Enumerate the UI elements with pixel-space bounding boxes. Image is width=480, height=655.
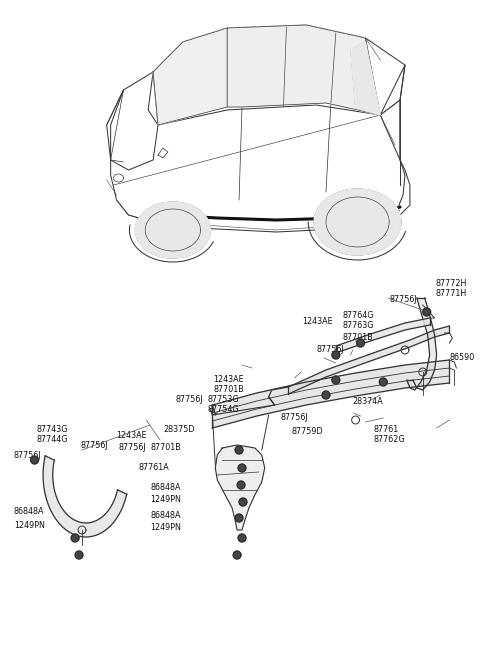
Text: 86848A: 86848A bbox=[150, 510, 180, 519]
Text: 1249PN: 1249PN bbox=[14, 521, 45, 529]
Polygon shape bbox=[31, 456, 38, 464]
Text: 87756J: 87756J bbox=[81, 441, 108, 449]
Text: 1243AE: 1243AE bbox=[213, 375, 244, 384]
Text: 87772H: 87772H bbox=[436, 278, 467, 288]
Polygon shape bbox=[423, 308, 431, 316]
Text: 1243AE: 1243AE bbox=[117, 430, 147, 440]
Polygon shape bbox=[237, 481, 245, 489]
Polygon shape bbox=[235, 446, 243, 454]
Polygon shape bbox=[332, 351, 340, 359]
Text: 87744G: 87744G bbox=[36, 436, 68, 445]
Polygon shape bbox=[135, 202, 210, 258]
Polygon shape bbox=[379, 378, 387, 386]
Polygon shape bbox=[212, 360, 449, 428]
Polygon shape bbox=[227, 25, 380, 115]
Text: 87756J: 87756J bbox=[316, 345, 344, 354]
Polygon shape bbox=[239, 498, 247, 506]
Text: 87756J: 87756J bbox=[176, 396, 204, 405]
Polygon shape bbox=[332, 376, 340, 384]
Text: 86590: 86590 bbox=[449, 354, 475, 362]
Text: 86848A: 86848A bbox=[150, 483, 180, 493]
Text: 28375D: 28375D bbox=[163, 426, 194, 434]
Text: 87753G: 87753G bbox=[207, 396, 239, 405]
Polygon shape bbox=[351, 42, 380, 115]
Text: 87764G: 87764G bbox=[343, 312, 374, 320]
Text: 28374A: 28374A bbox=[353, 398, 384, 407]
Text: 87759D: 87759D bbox=[291, 428, 323, 436]
Text: 87756J: 87756J bbox=[14, 451, 41, 460]
Polygon shape bbox=[153, 28, 227, 125]
Polygon shape bbox=[288, 326, 449, 394]
Text: 87701B: 87701B bbox=[150, 443, 181, 453]
Text: 87763G: 87763G bbox=[343, 320, 374, 329]
Polygon shape bbox=[336, 318, 430, 353]
Polygon shape bbox=[233, 551, 241, 559]
Text: 87762G: 87762G bbox=[373, 436, 405, 445]
Text: 87701B: 87701B bbox=[343, 333, 373, 343]
Text: 1249PN: 1249PN bbox=[150, 495, 181, 504]
Polygon shape bbox=[71, 534, 79, 542]
Polygon shape bbox=[238, 464, 246, 472]
Polygon shape bbox=[43, 456, 127, 537]
Text: 87743G: 87743G bbox=[36, 426, 68, 434]
Polygon shape bbox=[75, 551, 83, 559]
Polygon shape bbox=[314, 189, 401, 255]
Text: 87701B: 87701B bbox=[213, 386, 244, 394]
Polygon shape bbox=[322, 391, 330, 399]
Text: 87771H: 87771H bbox=[436, 288, 467, 297]
Polygon shape bbox=[407, 298, 437, 390]
Text: 87761A: 87761A bbox=[138, 464, 169, 472]
Text: 87756J: 87756J bbox=[280, 413, 308, 422]
Text: 87754G: 87754G bbox=[207, 405, 239, 415]
Text: 1243AE: 1243AE bbox=[302, 318, 333, 326]
Polygon shape bbox=[216, 445, 264, 530]
Text: 87756J: 87756J bbox=[119, 443, 146, 453]
Polygon shape bbox=[235, 514, 243, 522]
Text: 87756J: 87756J bbox=[389, 295, 417, 303]
Text: 1249PN: 1249PN bbox=[150, 523, 181, 533]
Text: 87761: 87761 bbox=[373, 426, 398, 434]
Polygon shape bbox=[238, 534, 246, 542]
Text: 86848A: 86848A bbox=[14, 508, 44, 517]
Polygon shape bbox=[357, 339, 364, 347]
